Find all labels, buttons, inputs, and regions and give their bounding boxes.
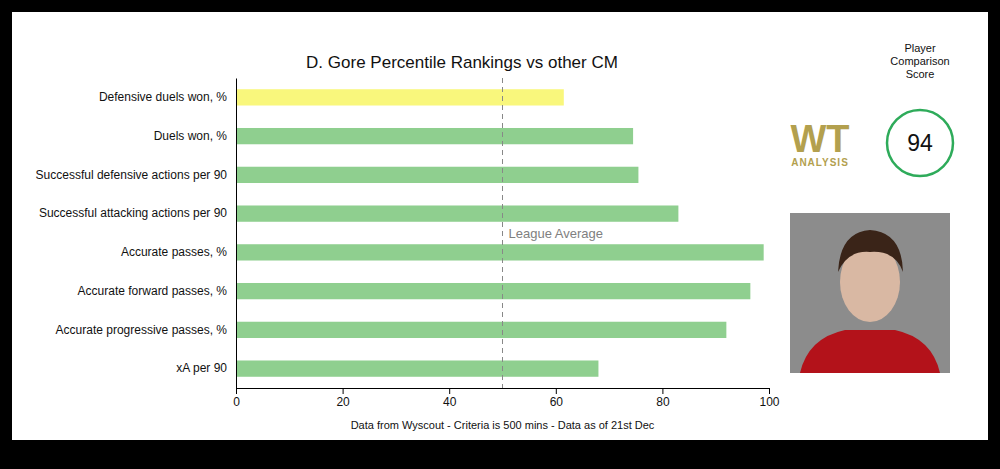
bar bbox=[236, 360, 598, 376]
reference-label: League Average bbox=[509, 226, 603, 241]
y-tick: Accurate forward passes, % bbox=[78, 284, 228, 298]
x-tick: 60 bbox=[550, 388, 564, 409]
x-tick-label: 20 bbox=[336, 395, 350, 409]
bar bbox=[236, 322, 726, 338]
y-tick-label: Accurate forward passes, % bbox=[78, 284, 228, 298]
bar bbox=[236, 283, 750, 299]
x-tick-label: 100 bbox=[759, 395, 779, 409]
y-tick-label: Accurate passes, % bbox=[121, 245, 227, 259]
y-tick: Successful defensive actions per 90 bbox=[36, 168, 228, 182]
bar bbox=[236, 205, 678, 221]
y-tick: Defensive duels won, % bbox=[99, 90, 227, 104]
bars bbox=[236, 78, 764, 388]
logo-subtitle: ANALYSIS bbox=[791, 157, 849, 168]
x-tick-mark bbox=[449, 388, 450, 394]
score-label: PlayerComparisonScore bbox=[890, 42, 949, 80]
logo-title: WT bbox=[790, 118, 849, 160]
x-tick-label: 80 bbox=[656, 395, 670, 409]
photo-background bbox=[790, 213, 950, 373]
y-tick: Accurate passes, % bbox=[121, 245, 227, 259]
x-tick-mark bbox=[343, 388, 344, 394]
x-axis-line bbox=[237, 388, 770, 389]
y-axis: Defensive duels won, % Duels won, % Succes… bbox=[36, 79, 237, 389]
bar bbox=[236, 128, 633, 144]
x-tick: 80 bbox=[656, 388, 670, 409]
y-tick-label: Successful attacking actions per 90 bbox=[39, 206, 227, 220]
bar bbox=[236, 89, 564, 105]
y-tick-label: xA per 90 bbox=[176, 361, 227, 375]
photo-hair bbox=[838, 230, 903, 272]
y-tick: Duels won, % bbox=[154, 129, 228, 143]
x-tick: 20 bbox=[336, 388, 350, 409]
x-tick: 40 bbox=[443, 388, 457, 409]
panel-background bbox=[12, 12, 988, 440]
score-circle bbox=[887, 110, 953, 176]
photo-shirt bbox=[800, 330, 940, 373]
x-tick-mark bbox=[769, 388, 770, 394]
x-tick: 100 bbox=[759, 388, 779, 409]
y-tick-label: Successful defensive actions per 90 bbox=[36, 168, 228, 182]
x-tick-mark bbox=[556, 388, 557, 394]
y-tick: Accurate progressive passes, % bbox=[56, 323, 228, 337]
y-tick: xA per 90 bbox=[176, 361, 227, 375]
caption: Data from Wyscout - Criteria is 500 mins… bbox=[351, 419, 655, 431]
chart: D. Gore Percentile Rankings vs other CM L… bbox=[0, 0, 1000, 469]
y-tick-label: Defensive duels won, % bbox=[99, 90, 227, 104]
x-tick: 0 bbox=[233, 388, 240, 409]
x-tick-mark bbox=[236, 388, 237, 394]
title: D. Gore Percentile Rankings vs other CM bbox=[306, 53, 618, 72]
y-tick-label: Duels won, % bbox=[154, 129, 228, 143]
bar bbox=[236, 244, 764, 260]
x-tick-label: 60 bbox=[550, 395, 564, 409]
score-value: 94 bbox=[907, 130, 933, 156]
x-tick-mark bbox=[662, 388, 663, 394]
player-photo bbox=[790, 213, 950, 373]
x-tick-label: 0 bbox=[233, 395, 240, 409]
x-axis: 0 20 40 60 80 100 bbox=[233, 388, 780, 409]
reference-line bbox=[502, 78, 503, 388]
y-tick-label: Accurate progressive passes, % bbox=[56, 323, 228, 337]
y-axis-line bbox=[236, 79, 237, 389]
bar bbox=[236, 167, 638, 183]
y-tick: Successful attacking actions per 90 bbox=[39, 206, 227, 220]
x-tick-label: 40 bbox=[443, 395, 457, 409]
